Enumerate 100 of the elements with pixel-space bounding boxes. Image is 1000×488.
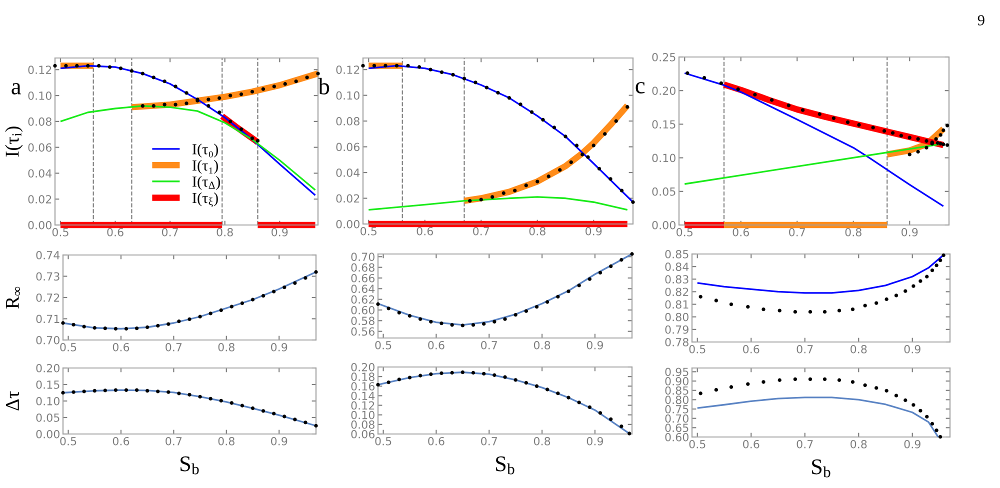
x-tick-label: 0.8: [529, 226, 546, 236]
x-tick-label: 0.7: [162, 228, 178, 236]
y-tick-label: 0.12: [336, 66, 360, 74]
y-tick-label: 0.68: [351, 263, 374, 272]
y-tick-label: 0.10: [36, 396, 60, 406]
x-tick-label: 0.5: [375, 340, 392, 350]
x-tick-label: 0.5: [375, 436, 392, 446]
y-tick-label: 0.71: [36, 314, 60, 324]
y-tick-label: 0.82: [665, 288, 688, 296]
x-tick-label: 0.7: [796, 440, 813, 448]
y-tick-label: 0.18: [351, 372, 374, 381]
y-tick-label: 0.78: [665, 338, 688, 346]
x-tick-label: 0.9: [904, 344, 920, 354]
x-axis-title: S$_{b}$: [496, 456, 514, 474]
y-tick-label: 0.70: [351, 252, 374, 262]
y-tick-label: 0.56: [351, 327, 375, 336]
y-tick-label: 0.95: [665, 368, 688, 376]
y-tick-label: 0.90: [665, 377, 688, 386]
y-tick-label: 0.72: [36, 293, 60, 302]
y-tick-label: 0.00: [28, 220, 52, 230]
x-tick-label: 0.9: [586, 340, 604, 350]
text: b: [318, 78, 330, 94]
x-tick-label: 0.9: [902, 228, 918, 236]
x-tick-label: 0.7: [166, 342, 182, 352]
x-tick-label: 0.9: [586, 226, 602, 236]
y-tick-label: 0.83: [665, 275, 688, 284]
x-tick-label: 0.6: [732, 228, 750, 236]
x-tick-label: 0.5: [60, 342, 76, 352]
y-tick-label: 0.14: [351, 392, 375, 400]
x-tick-label: 0.8: [534, 436, 550, 446]
y-tick-label: 0.08: [336, 117, 360, 126]
y-tick-label: 0.20: [351, 362, 374, 372]
x-tick-label: 0.6: [112, 342, 130, 352]
y-tick-label: 0.12: [28, 66, 52, 74]
x-tick-label: 0.7: [789, 228, 806, 236]
x-tick-label: 0.7: [481, 340, 498, 350]
x-tick-label: 0.9: [271, 436, 288, 446]
y-tick-label: 0.66: [351, 274, 375, 282]
x-tick-label: 0.6: [428, 340, 444, 350]
y-tick-label: 0.16: [351, 382, 375, 391]
x-tick-label: 0.9: [271, 342, 288, 352]
x-tick-label: 0.6: [416, 226, 434, 236]
y-tick-label: 0.08: [351, 420, 374, 429]
x-tick-label: 0.7: [473, 226, 490, 236]
y-tick-label: 0.25: [652, 52, 676, 62]
x-tick-label: 0.6: [107, 228, 124, 236]
y-tick-label: 0.85: [665, 386, 688, 395]
x-tick-label: 0.7: [796, 344, 813, 354]
y-axis-title: Δτ: [6, 391, 20, 410]
y-axis-title: R$_{∞}$: [6, 286, 20, 309]
x-tick-label: 0.9: [586, 436, 604, 446]
x-tick-label: 0.8: [216, 228, 233, 236]
legend-label: I(τ₁): [192, 160, 218, 174]
y-tick-label: 0.75: [665, 405, 688, 414]
y-tick-label: 0.02: [336, 194, 360, 203]
y-tick-label: 0.65: [665, 424, 688, 432]
x-tick-label: 0.6: [428, 436, 444, 446]
x-tick-label: 0.8: [850, 440, 867, 448]
x-tick-label: 0.8: [534, 340, 550, 350]
y-tick-label: 0.10: [336, 91, 360, 100]
y-tick-label: 0.10: [351, 410, 374, 420]
text: a: [12, 83, 22, 94]
x-tick-label: 0.7: [481, 436, 498, 446]
y-tick-label: 0.60: [665, 432, 688, 442]
y-tick-label: 0.15: [652, 120, 676, 129]
legend-label: I(τ$_{ξ}$): [192, 192, 218, 207]
x-axis-title: S$_{b}$: [812, 459, 830, 478]
y-tick-label: 0.10: [652, 154, 676, 162]
y-axis-title: I(τ$_{i}$): [5, 126, 23, 157]
x-tick-label: 0.6: [743, 440, 760, 448]
y-tick-label: 0.15: [36, 380, 60, 389]
y-tick-label: 0.58: [351, 316, 374, 326]
y-tick-label: 0.04: [28, 169, 52, 178]
y-tick-label: 0.08: [28, 117, 52, 126]
x-tick-label: 0.5: [689, 344, 706, 354]
x-tick-label: 0.8: [850, 344, 867, 354]
x-tick-label: 0.6: [743, 344, 760, 354]
y-tick-label: 0.84: [665, 262, 689, 271]
x-tick-label: 0.8: [218, 436, 234, 446]
y-tick-label: 0.00: [336, 220, 360, 228]
y-tick-label: 0.05: [36, 413, 60, 422]
legend-label: I(τ₀): [192, 144, 218, 158]
y-tick-label: 0.70: [36, 336, 60, 344]
x-tick-label: 0.5: [52, 228, 68, 236]
y-tick-label: 0.20: [652, 86, 676, 95]
y-tick-label: 0.05: [652, 187, 676, 196]
y-tick-label: 0.10: [28, 92, 52, 100]
y-tick-label: 0.79: [665, 325, 688, 334]
text: c: [636, 82, 645, 94]
y-tick-label: 0.04: [336, 168, 360, 177]
y-tick-label: 0.64: [351, 284, 375, 294]
y-tick-label: 0.06: [28, 143, 52, 152]
y-tick-label: 0.60: [351, 306, 374, 314]
y-tick-label: 0.62: [351, 295, 374, 304]
y-tick-label: 0.73: [36, 272, 60, 281]
y-tick-label: 0.06: [336, 142, 360, 152]
y-tick-label: 0.06: [351, 430, 375, 438]
y-tick-label: 0.00: [652, 220, 676, 230]
y-tick-label: 0.80: [665, 396, 688, 404]
y-tick-label: 0.74: [36, 250, 60, 260]
